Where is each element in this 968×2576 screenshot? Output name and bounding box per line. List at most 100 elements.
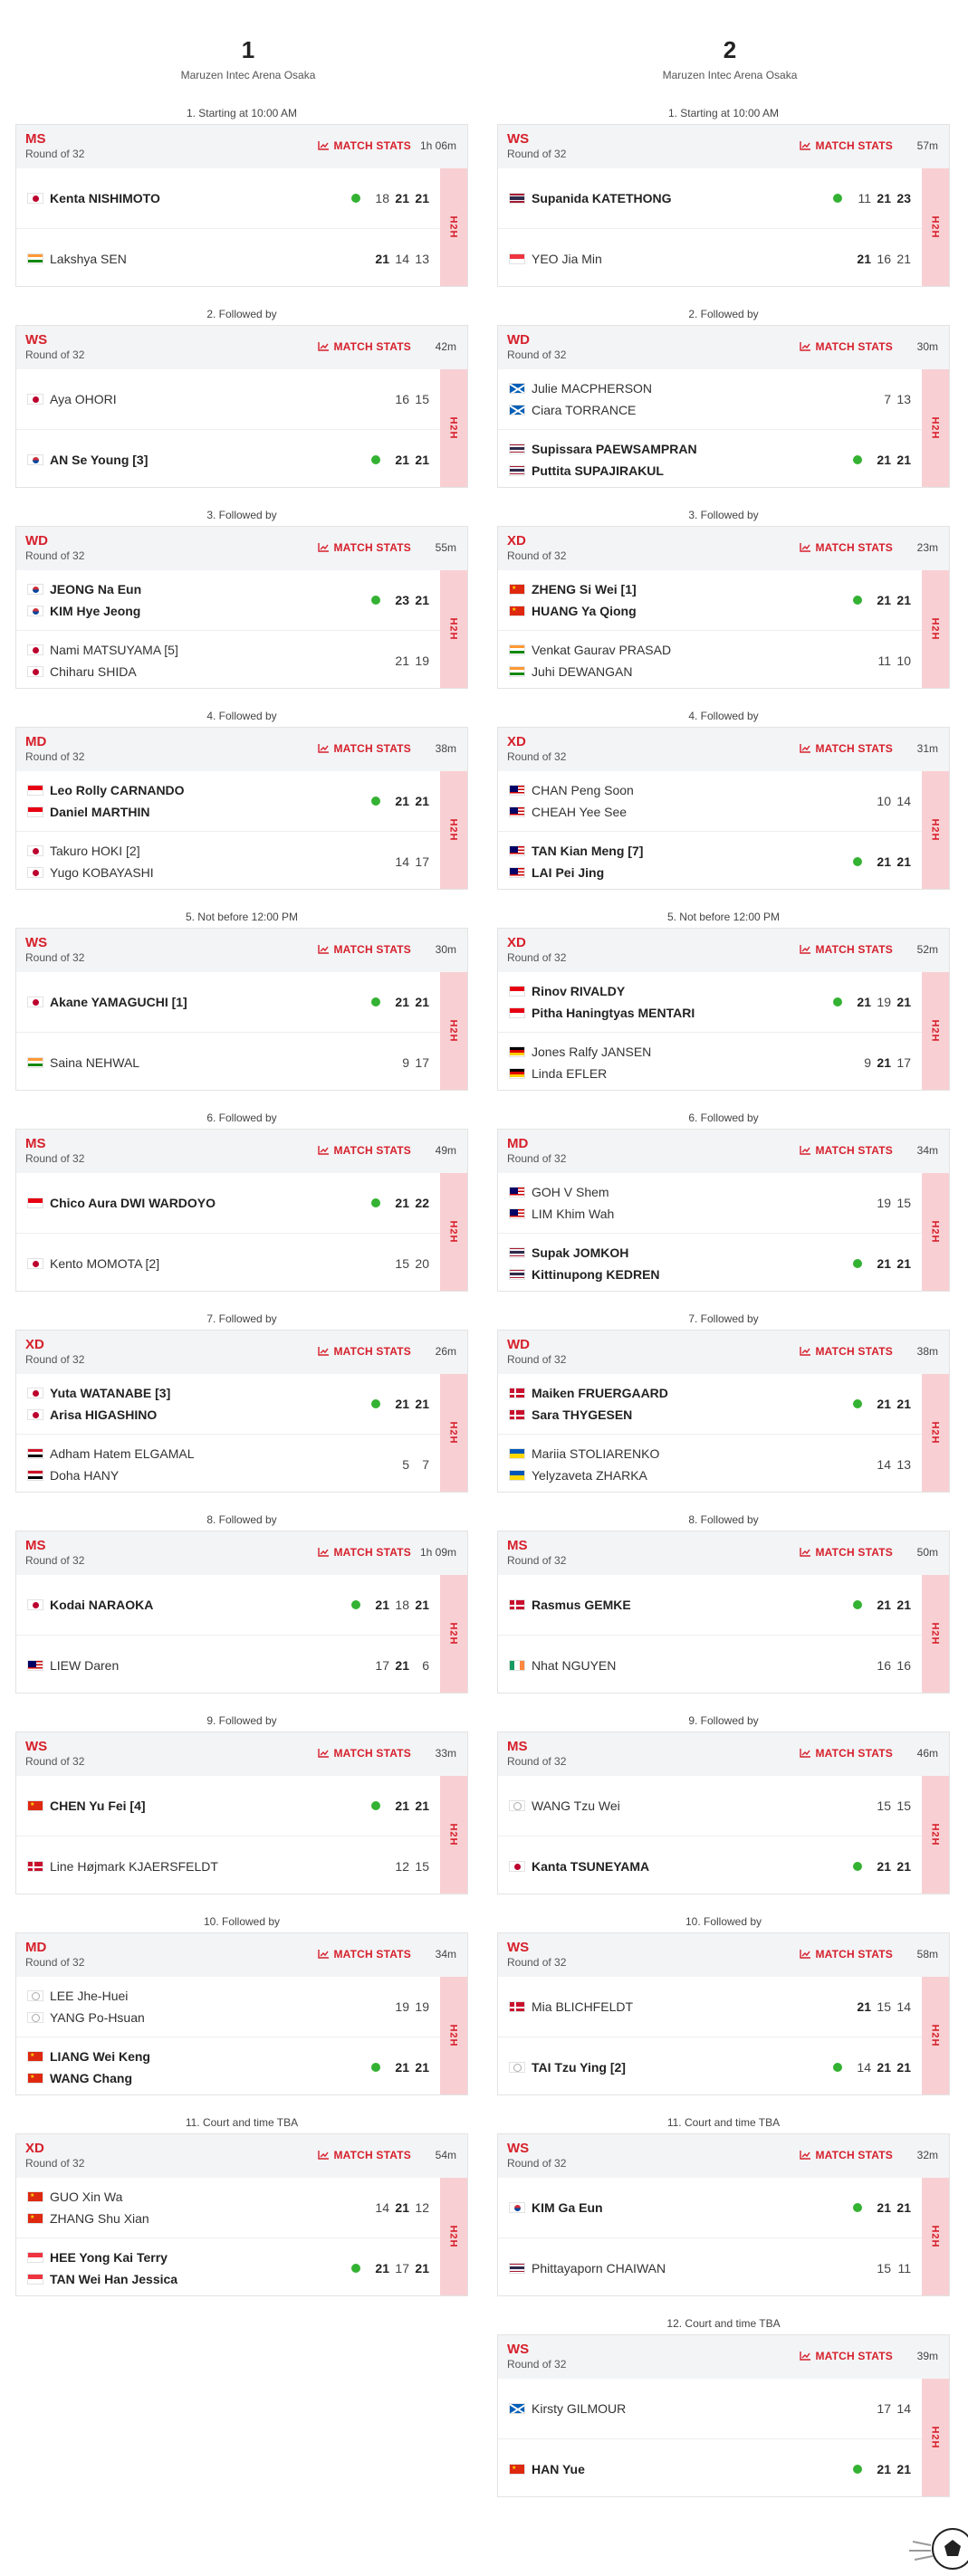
player[interactable]: Juhi DEWANGAN [509,661,671,682]
player[interactable]: TAI Tzu Ying [2] [509,2056,626,2078]
player[interactable]: Yugo KOBAYASHI [27,862,154,883]
player-name[interactable]: Leo Rolly CARNANDO [50,783,185,797]
match-stats-link[interactable]: MATCH STATS [318,1546,411,1559]
player-name[interactable]: Juhi DEWANGAN [532,663,633,679]
player-name[interactable]: Yelyzaveta ZHARKA [532,1467,647,1483]
player[interactable]: Daniel MARTHIN [27,801,185,823]
player[interactable]: Nhat NGUYEN [509,1655,616,1676]
player-name[interactable]: Line Højmark KJAERSFELDT [50,1858,218,1874]
player-name[interactable]: Maiken FRUERGAARD [532,1386,668,1400]
player-name[interactable]: GUO Xin Wa [50,2190,123,2204]
player[interactable]: ★ ZHANG Shu Xian [27,2208,149,2229]
h2h-button[interactable]: H2H [922,1374,949,1492]
player-name[interactable]: LIANG Wei Keng [50,2048,150,2064]
player-name[interactable]: Rasmus GEMKE [532,1598,631,1612]
h2h-button[interactable]: H2H [922,1977,949,2094]
player[interactable]: KIM Ga Eun [509,2197,603,2218]
match-stats-link[interactable]: MATCH STATS [800,1546,893,1559]
match-stats-link[interactable]: MATCH STATS [800,1747,893,1760]
match-stats-link[interactable]: MATCH STATS [318,1345,411,1358]
player-name[interactable]: Daniel MARTHIN [50,805,150,819]
player[interactable]: ★ CHEN Yu Fei [4] [27,1795,146,1817]
player[interactable]: Akane YAMAGUCHI [1] [27,991,187,1013]
player-name[interactable]: JEONG Na Eun [50,582,142,596]
match-stats-link[interactable]: MATCH STATS [800,1948,893,1961]
player-name[interactable]: Pitha Haningtyas MENTARI [532,1006,695,1020]
player[interactable]: GOH V Shem [509,1181,614,1203]
match-stats-link[interactable]: MATCH STATS [318,541,411,554]
player-name[interactable]: Kirsty GILMOUR [532,2401,627,2416]
player-name[interactable]: Venkat Gaurav PRASAD [532,642,672,657]
player[interactable]: Puttita SUPAJIRAKUL [509,460,697,482]
player[interactable]: CHAN Peng Soon [509,779,634,801]
player[interactable]: Kirsty GILMOUR [509,2398,626,2419]
player-name[interactable]: WANG Chang [50,2070,132,2085]
player[interactable]: Leo Rolly CARNANDO [27,779,185,801]
player-name[interactable]: Nhat NGUYEN [532,1657,617,1673]
match-stats-link[interactable]: MATCH STATS [800,943,893,956]
player[interactable]: Saina NEHWAL [27,1052,139,1073]
player[interactable]: Supissara PAEWSAMPRAN [509,438,697,460]
player-name[interactable]: Aya OHORI [50,392,117,406]
h2h-button[interactable]: H2H [922,1776,949,1894]
player-name[interactable]: TAN Kian Meng [7] [532,843,644,858]
match-stats-link[interactable]: MATCH STATS [800,541,893,554]
player-name[interactable]: Adham Hatem ELGAMAL [50,1445,195,1461]
player-name[interactable]: Supak JOMKOH [532,1245,629,1260]
player[interactable]: ★ LIANG Wei Keng [27,2046,150,2067]
player[interactable]: Supak JOMKOH [509,1242,660,1264]
player[interactable]: Line Højmark KJAERSFELDT [27,1856,218,1877]
h2h-button[interactable]: H2H [922,972,949,1090]
player[interactable]: Mia BLICHFELDT [509,1996,633,2018]
player[interactable]: Kento MOMOTA [2] [27,1253,159,1274]
h2h-button[interactable]: H2H [440,1173,467,1291]
match-stats-link[interactable]: MATCH STATS [318,1948,411,1961]
h2h-button[interactable]: H2H [440,972,467,1090]
player-name[interactable]: Supissara PAEWSAMPRAN [532,441,697,456]
player[interactable]: TAN Kian Meng [7] [509,840,643,862]
player-name[interactable]: Rinov RIVALDY [532,984,626,998]
player[interactable]: Julie MACPHERSON [509,377,652,399]
player[interactable]: Pitha Haningtyas MENTARI [509,1002,695,1024]
player-name[interactable]: Kento MOMOTA [2] [50,1255,160,1271]
player-name[interactable]: Mia BLICHFELDT [532,1999,634,2014]
player-name[interactable]: HEE Yong Kai Terry [50,2249,168,2265]
player-name[interactable]: Akane YAMAGUCHI [1] [50,995,187,1009]
player[interactable]: ★ HUANG Ya Qiong [509,600,637,622]
match-stats-link[interactable]: MATCH STATS [800,2149,893,2161]
player[interactable]: CHEAH Yee See [509,801,634,823]
match-stats-link[interactable]: MATCH STATS [318,340,411,353]
player[interactable]: ★ WANG Chang [27,2067,150,2089]
player[interactable]: Rinov RIVALDY [509,980,695,1002]
player-name[interactable]: TAN Wei Han Jessica [50,2271,178,2286]
h2h-button[interactable]: H2H [440,168,467,286]
player-name[interactable]: Chico Aura DWI WARDOYO [50,1196,216,1210]
match-stats-link[interactable]: MATCH STATS [800,1144,893,1157]
player-name[interactable]: Jones Ralfy JANSEN [532,1044,652,1059]
player[interactable]: Kittinupong KEDREN [509,1264,660,1285]
player[interactable]: Adham Hatem ELGAMAL [27,1443,195,1465]
h2h-button[interactable]: H2H [922,2178,949,2295]
player[interactable]: ★ GUO Xin Wa [27,2186,149,2208]
player[interactable]: LEE Jhe-Huei [27,1985,145,2007]
player[interactable]: Venkat Gaurav PRASAD [509,639,671,661]
player-name[interactable]: Lakshya SEN [50,251,127,266]
player[interactable]: Yelyzaveta ZHARKA [509,1465,659,1486]
player[interactable]: Jones Ralfy JANSEN [509,1041,651,1063]
player[interactable]: LIM Khim Wah [509,1203,614,1225]
player[interactable]: Phittayaporn CHAIWAN [509,2257,666,2279]
player[interactable]: Chiharu SHIDA [27,661,178,682]
player[interactable]: Nami MATSUYAMA [5] [27,639,178,661]
player-name[interactable]: Mariia STOLIARENKO [532,1445,660,1461]
match-stats-link[interactable]: MATCH STATS [800,1345,893,1358]
player[interactable]: ★ HAN Yue [509,2458,585,2480]
match-stats-link[interactable]: MATCH STATS [800,742,893,755]
player-name[interactable]: HUANG Ya Qiong [532,604,637,618]
player-name[interactable]: TAI Tzu Ying [2] [532,2059,626,2075]
player-name[interactable]: Linda EFLER [532,1065,608,1081]
h2h-button[interactable]: H2H [440,1977,467,2094]
player[interactable]: Rasmus GEMKE [509,1594,631,1616]
h2h-button[interactable]: H2H [440,1776,467,1894]
player[interactable]: HEE Yong Kai Terry [27,2247,177,2268]
player-name[interactable]: KIM Ga Eun [532,2200,603,2215]
